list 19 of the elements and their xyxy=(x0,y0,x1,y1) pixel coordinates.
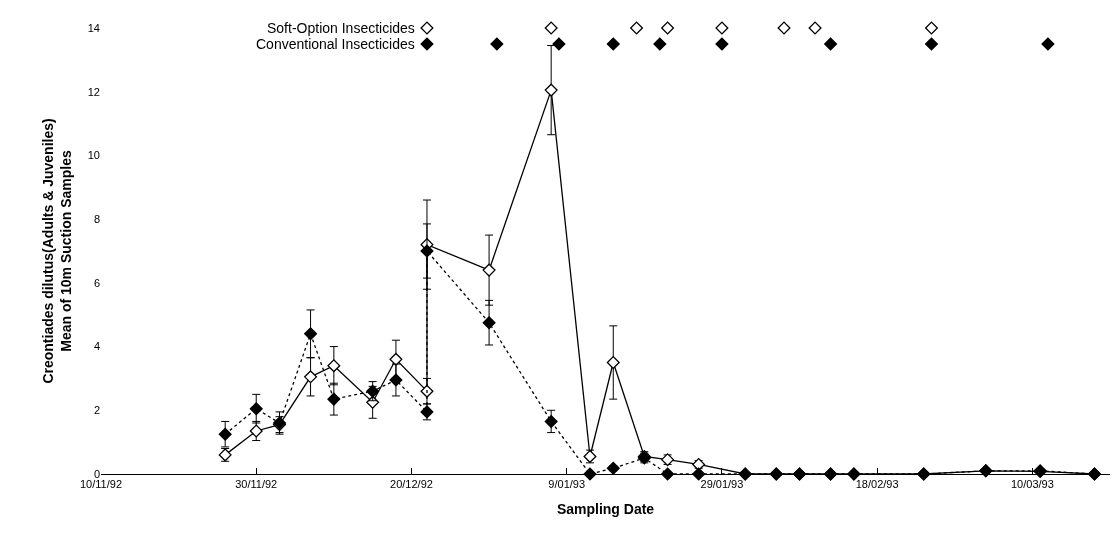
x-tick-label: 30/11/92 xyxy=(235,478,278,491)
series-label: Conventional Insecticides xyxy=(256,36,415,52)
y-tick-label: 4 xyxy=(93,340,100,353)
y-tick-label: 0 xyxy=(93,467,100,480)
x-tick-label: 20/12/92 xyxy=(390,478,433,491)
x-axis-title: Sampling Date xyxy=(556,500,655,517)
y-tick-label: 6 xyxy=(93,276,100,289)
y-tick-label: 12 xyxy=(87,85,100,98)
x-tick-label: 18/02/93 xyxy=(855,478,899,491)
x-tick-label: 10/11/92 xyxy=(79,478,123,491)
x-tick-label: 29/01/93 xyxy=(700,478,744,491)
y-axis-title: Creontiades dilutus(Adults & Juveniles) Mean of 10m Suction Samples xyxy=(40,118,75,384)
y-tick-label: 2 xyxy=(93,404,100,417)
y-tick-label: 8 xyxy=(93,212,100,225)
y-tick-label: 14 xyxy=(87,21,100,34)
y-tick-label: 10 xyxy=(87,149,100,162)
series-label: Soft-Option Insecticides xyxy=(267,20,415,36)
x-tick-label: 10/03/93 xyxy=(1010,478,1054,491)
x-tick-label: 9/01/93 xyxy=(548,478,586,491)
